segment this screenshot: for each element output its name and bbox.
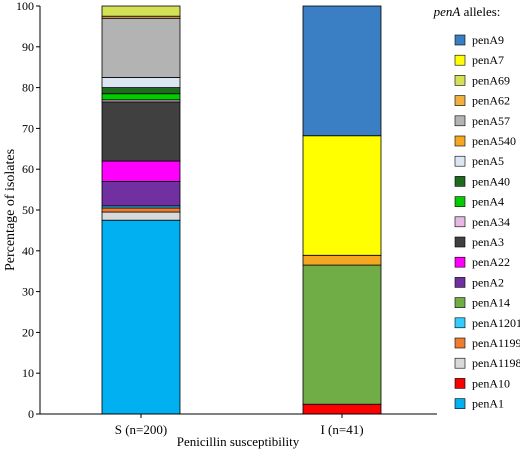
bar-segment-pena540	[302, 254, 382, 266]
legend-label: penA3	[472, 235, 504, 249]
y-tick-label: 20	[22, 325, 34, 339]
legend-label: penA1198	[472, 356, 520, 370]
legend-swatch	[454, 256, 466, 268]
x-axis: S (n=200) I (n=41)	[40, 413, 437, 437]
y-tick-label: 100	[16, 0, 34, 13]
legend-label: penA4	[472, 195, 504, 209]
legend-label: penA1199	[472, 336, 520, 350]
legend-swatch	[454, 95, 466, 106]
legend-swatch	[454, 378, 466, 389]
legend-swatch	[454, 54, 466, 66]
legend-label: penA2	[472, 275, 504, 289]
legend-swatch	[454, 297, 466, 308]
legend-label: penA57	[472, 114, 510, 128]
legend-swatch	[454, 216, 466, 228]
legend-swatch	[454, 398, 466, 409]
y-tick-label: 10	[22, 366, 34, 380]
legend-swatch	[454, 75, 466, 86]
bar-segment-pena4	[101, 93, 181, 101]
legend-swatch	[454, 34, 466, 46]
legend-label: penA5	[472, 154, 504, 168]
legend-swatch	[454, 155, 466, 167]
legend-swatch	[454, 115, 466, 127]
legend-swatch	[454, 196, 466, 207]
bar-segment-pena22	[101, 160, 181, 182]
x-axis-label: Penicillin susceptibility	[177, 434, 300, 449]
legend-label: penA34	[472, 215, 510, 229]
legend-swatch	[454, 236, 466, 248]
y-tick-label: 80	[22, 81, 34, 95]
legend-label: penA10	[472, 376, 510, 390]
y-tick-label: 30	[22, 285, 34, 299]
bar-segment-pena5	[101, 77, 181, 89]
x-tick-label: I (n=41)	[320, 422, 363, 437]
bar-segment-pena10	[302, 403, 382, 415]
legend-label: penA22	[472, 255, 510, 269]
legend-swatch	[454, 337, 466, 349]
bar-segment-pena3	[101, 101, 181, 162]
bar-segment-pena69	[101, 5, 181, 17]
legend-label: penA9	[472, 33, 504, 47]
legend-swatch	[454, 317, 466, 329]
legend-label: penA40	[472, 174, 510, 188]
bars	[101, 5, 382, 415]
y-axis-label: Percentage of isolates	[3, 149, 18, 271]
legend: penA alleles: penA9 penA7 penA69 penA62 penA…	[433, 4, 520, 411]
y-tick-label: 50	[22, 203, 34, 217]
y-tick-label: 70	[22, 121, 34, 135]
x-tick-label: S (n=200)	[115, 422, 167, 437]
legend-label: penA1	[472, 397, 504, 411]
bar-segment-pena7	[302, 135, 382, 256]
legend-swatch	[454, 135, 466, 147]
y-tick-label: 0	[28, 407, 34, 421]
y-axis: 0 10 20 30 40 50 60 70 80 90 100	[16, 0, 41, 421]
y-tick-label: 60	[22, 162, 34, 176]
bar-segment-pena14	[302, 264, 382, 405]
legend-label: penA7	[472, 53, 504, 67]
legend-label: penA14	[472, 296, 510, 310]
bar-segment-pena1198	[101, 211, 181, 221]
bar-segment-pena2	[101, 181, 181, 207]
y-tick-label: 40	[22, 244, 34, 258]
legend-label: penA1201	[472, 316, 520, 330]
legend-label: penA69	[472, 73, 510, 87]
bar-segment-pena57	[101, 17, 181, 78]
legend-swatch	[454, 357, 466, 369]
bar-segment-pena1	[101, 219, 181, 415]
legend-label: penA540	[472, 134, 516, 148]
y-tick-label: 90	[22, 40, 34, 54]
bar-segment-pena1199	[101, 207, 181, 213]
legend-label: penA62	[472, 94, 510, 108]
bar-segment-pena40	[101, 87, 181, 95]
legend-swatch	[454, 176, 466, 187]
legend-title: penA alleles:	[433, 4, 501, 19]
bar-segment-pena9	[302, 5, 382, 137]
legend-swatch	[454, 277, 466, 288]
